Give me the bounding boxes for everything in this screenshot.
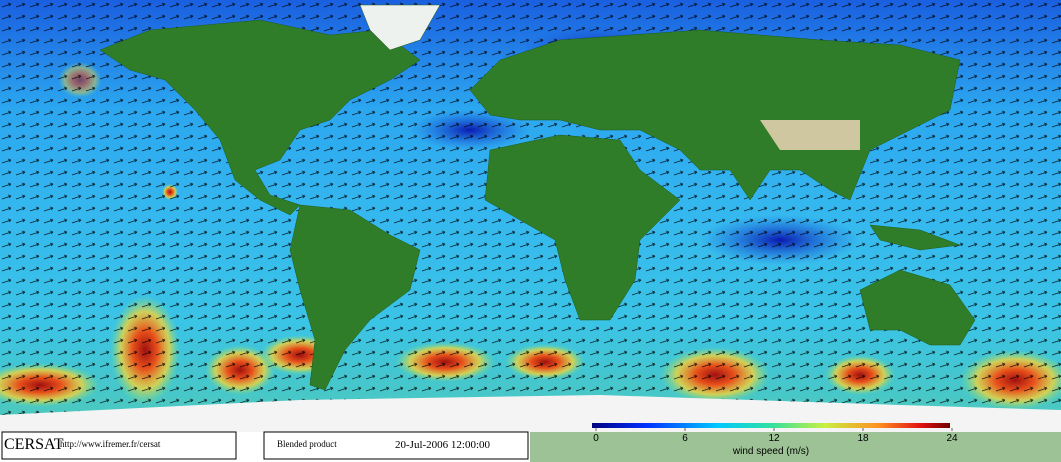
colorbar-tick-label: 24 xyxy=(946,433,958,444)
continents xyxy=(99,4,976,391)
colorbar xyxy=(592,423,950,428)
url: http://www.ifremer.fr/cersat xyxy=(60,439,161,449)
colorbar-tick-label: 0 xyxy=(593,433,599,444)
date: 20-Jul-2006 12:00:00 xyxy=(395,439,491,451)
colorbar-tick-label: 6 xyxy=(682,433,688,444)
logo-box xyxy=(1,431,237,460)
colorbar-tick-label: 18 xyxy=(857,433,869,444)
colorbar-tick-label: 12 xyxy=(768,433,780,444)
antarctica xyxy=(0,395,1061,432)
product: Blended product xyxy=(277,439,337,449)
colorbar-ticks: 0 6 12 18 24 xyxy=(593,428,958,444)
product-box xyxy=(263,431,529,460)
colorbar-label: wind speed (m/s) xyxy=(732,446,809,457)
footer-terrain xyxy=(530,432,1061,462)
logo: CERSAT xyxy=(4,436,64,453)
